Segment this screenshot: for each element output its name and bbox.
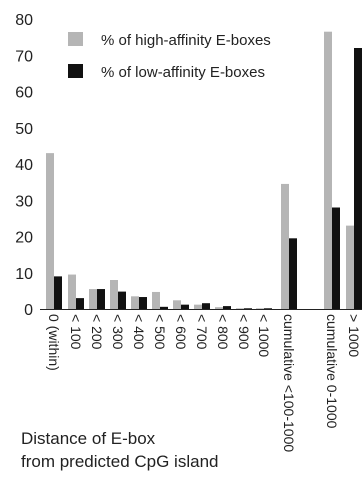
y-tick-label-70: 70 xyxy=(15,48,33,65)
bar-high-affinity-12 xyxy=(324,31,332,309)
y-tick-label-40: 40 xyxy=(15,157,33,174)
bar-low-affinity-12 xyxy=(332,207,340,309)
x-tick-label-12: cumulative 0-1000 xyxy=(324,314,340,429)
bar-high-affinity-7 xyxy=(194,304,202,309)
bar-low-affinity-10 xyxy=(264,308,272,309)
bar-high-affinity-10 xyxy=(256,308,264,309)
bar-high-affinity-3 xyxy=(110,280,118,309)
legend-swatch-low-affinity xyxy=(68,64,83,78)
bar-low-affinity-5 xyxy=(160,306,168,309)
bar-low-affinity-6 xyxy=(181,304,189,309)
bar-high-affinity-9 xyxy=(236,308,244,309)
bar-low-affinity-11 xyxy=(289,238,297,309)
x-axis-ticks: 0 (within) < 100 < 200 < 300 < 400 < 500 < 600… xyxy=(46,314,362,452)
x-axis-caption-line-1: Distance of E-box xyxy=(21,429,156,448)
bar-high-affinity-5 xyxy=(152,291,160,309)
bar-high-affinity-13 xyxy=(346,225,354,309)
x-tick-label-7: < 700 xyxy=(194,314,210,350)
x-tick-label-4: < 400 xyxy=(131,314,147,350)
chart-legend: % of high-affinity E-boxes % of low-affin… xyxy=(68,32,271,81)
bar-high-affinity-11 xyxy=(281,183,289,309)
x-tick-label-10: < 1000 xyxy=(256,314,272,357)
x-tick-label-11: cumulative <100-1000 xyxy=(281,314,297,452)
bar-low-affinity-4 xyxy=(139,297,147,309)
y-axis-ticks: 0 10 20 30 40 50 60 70 80 xyxy=(15,12,33,319)
y-tick-label-20: 20 xyxy=(15,230,33,247)
x-tick-label-6: < 600 xyxy=(173,314,189,350)
bar-low-affinity-9 xyxy=(244,308,252,309)
bar-low-affinity-7 xyxy=(202,303,210,309)
legend-label-high-affinity: % of high-affinity E-boxes xyxy=(101,32,271,49)
x-tick-label-13: > 1000 xyxy=(346,314,362,357)
bar-low-affinity-13 xyxy=(354,48,362,309)
bar-low-affinity-0 xyxy=(54,276,62,309)
x-tick-label-2: < 200 xyxy=(89,314,105,350)
x-tick-label-1: < 100 xyxy=(68,314,84,350)
bar-low-affinity-1 xyxy=(76,298,84,309)
legend-label-low-affinity: % of low-affinity E-boxes xyxy=(101,64,265,81)
bar-high-affinity-2 xyxy=(89,289,97,309)
x-tick-label-0: 0 (within) xyxy=(46,314,62,371)
x-axis-caption-line-2: from predicted CpG island xyxy=(21,452,219,471)
y-tick-label-30: 30 xyxy=(15,193,33,210)
x-tick-label-3: < 300 xyxy=(110,314,126,350)
bar-low-affinity-2 xyxy=(97,289,105,309)
bar-low-affinity-8 xyxy=(223,306,231,309)
x-tick-label-5: < 500 xyxy=(152,314,168,350)
y-tick-label-0: 0 xyxy=(24,302,33,319)
bar-high-affinity-0 xyxy=(46,153,54,309)
bar-high-affinity-6 xyxy=(173,300,181,309)
chart-bars xyxy=(46,31,362,309)
y-tick-label-50: 50 xyxy=(15,121,33,138)
x-tick-label-8: < 800 xyxy=(215,314,231,350)
legend-swatch-high-affinity xyxy=(68,32,83,46)
bar-high-affinity-4 xyxy=(131,296,139,309)
y-tick-label-60: 60 xyxy=(15,85,33,102)
y-tick-label-80: 80 xyxy=(15,12,33,29)
x-tick-label-9: < 900 xyxy=(236,314,252,350)
bar-high-affinity-8 xyxy=(215,307,223,309)
bar-high-affinity-1 xyxy=(68,274,76,309)
bar-low-affinity-3 xyxy=(118,291,126,309)
y-tick-label-10: 10 xyxy=(15,266,33,283)
